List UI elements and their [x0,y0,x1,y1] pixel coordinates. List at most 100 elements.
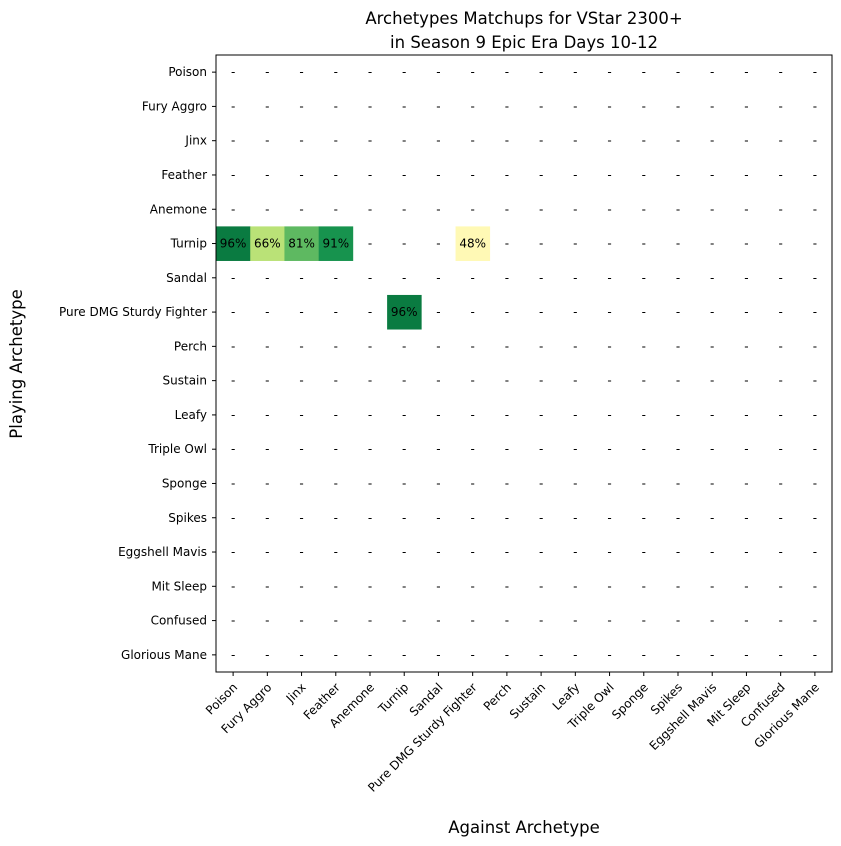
cell-missing-label: - [436,237,440,251]
cell-missing-label: - [813,99,817,113]
cell-missing-label: - [470,168,474,182]
cell-missing-label: - [573,237,577,251]
cell-missing-label: - [607,237,611,251]
cell-missing-label: - [299,99,303,113]
cell-missing-label: - [607,614,611,628]
cell-missing-label: - [470,614,474,628]
cell-missing-label: - [436,202,440,216]
cell-missing-label: - [539,511,543,525]
cell-missing-label: - [642,65,646,79]
cell-missing-label: - [334,442,338,456]
cell-missing-label: - [470,545,474,559]
cell-missing-label: - [436,339,440,353]
cell-missing-label: - [505,545,509,559]
cell-missing-label: - [265,271,269,285]
cell-missing-label: - [744,374,748,388]
x-tick-label: Sponge [609,680,651,722]
cell-missing-label: - [778,237,782,251]
cell-missing-label: - [778,511,782,525]
cell-missing-label: - [231,408,235,422]
cell-missing-label: - [299,614,303,628]
cell-missing-label: - [573,408,577,422]
cell-missing-label: - [573,511,577,525]
cell-missing-label: - [710,134,714,148]
cell-missing-label: - [436,579,440,593]
y-tick-label: Fury Aggro [142,99,207,113]
cell-missing-label: - [778,579,782,593]
cell-missing-label: - [573,476,577,490]
cell-missing-label: - [573,65,577,79]
cell-missing-label: - [744,579,748,593]
cell-missing-label: - [573,134,577,148]
cell-missing-label: - [470,579,474,593]
cell-missing-label: - [231,99,235,113]
cell-missing-label: - [607,305,611,319]
cell-missing-label: - [402,202,406,216]
cell-missing-label: - [231,614,235,628]
y-tick-label: Spikes [168,511,207,525]
cell-missing-label: - [710,237,714,251]
cell-missing-label: - [778,168,782,182]
cell-missing-label: - [505,374,509,388]
cell-missing-label: - [710,545,714,559]
cell-missing-label: - [778,614,782,628]
cell-missing-label: - [368,545,372,559]
cell-missing-label: - [265,339,269,353]
cell-missing-label: - [778,545,782,559]
cell-missing-label: - [231,648,235,662]
cell-missing-label: - [436,442,440,456]
cell-missing-label: - [368,305,372,319]
cell-missing-label: - [231,134,235,148]
cell-missing-label: - [676,65,680,79]
cell-missing-label: - [539,168,543,182]
cell-missing-label: - [744,99,748,113]
cell-missing-label: - [402,374,406,388]
x-tick-label: Jinx [283,680,309,706]
cell-missing-label: - [676,374,680,388]
cell-missing-label: - [676,579,680,593]
cell-value-label: 91% [322,237,349,251]
cell-missing-label: - [607,202,611,216]
cell-missing-label: - [539,648,543,662]
cell-missing-label: - [299,134,303,148]
cell-missing-label: - [368,168,372,182]
cell-missing-label: - [676,511,680,525]
x-tick-label: Sustain [507,680,548,721]
cell-missing-label: - [299,339,303,353]
cell-missing-label: - [642,168,646,182]
cell-missing-label: - [676,168,680,182]
y-tick-label: Mit Sleep [151,579,207,593]
cell-missing-label: - [299,65,303,79]
cell-missing-label: - [402,511,406,525]
cell-missing-label: - [710,99,714,113]
cell-missing-label: - [778,134,782,148]
cell-missing-label: - [778,648,782,662]
cell-missing-label: - [299,271,303,285]
cell-missing-label: - [573,648,577,662]
cell-missing-label: - [368,374,372,388]
cell-missing-label: - [265,408,269,422]
heatmap-cell [284,226,319,261]
cell-missing-label: - [710,271,714,285]
cell-missing-label: - [231,511,235,525]
cell-missing-label: - [539,374,543,388]
cell-missing-label: - [402,648,406,662]
cell-missing-label: - [334,339,338,353]
cell-missing-label: - [744,614,748,628]
cell-missing-label: - [778,99,782,113]
cell-missing-label: - [539,237,543,251]
cell-missing-label: - [573,99,577,113]
y-tick-label: Turnip [170,237,207,251]
cell-missing-label: - [436,476,440,490]
cell-missing-label: - [265,648,269,662]
heatmap-cell [387,294,422,330]
cell-missing-label: - [744,442,748,456]
y-tick-label: Feather [161,168,207,182]
cell-missing-label: - [334,168,338,182]
y-axis-ticks: Poison Fury Aggro Jinx Feather Anemone Turnip… [59,65,216,662]
cell-missing-label: - [813,305,817,319]
cell-missing-label: - [368,476,372,490]
cell-missing-label: - [299,442,303,456]
cell-value-label: 96% [391,305,418,319]
cell-missing-label: - [334,305,338,319]
